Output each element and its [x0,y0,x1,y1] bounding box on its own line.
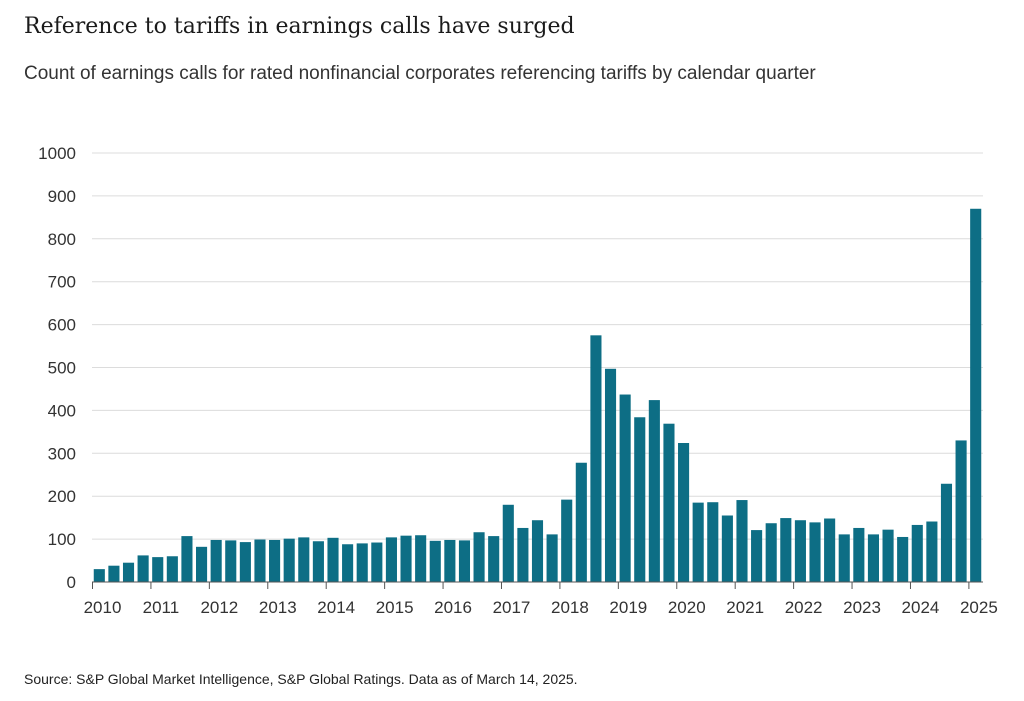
bar [897,536,909,582]
bar [225,540,237,582]
bar [838,534,850,582]
bar [108,565,120,582]
x-tick-label: 2024 [902,598,940,617]
y-tick-label: 400 [48,401,76,420]
y-axis-labels: 0 100 200 300 400 500 600 700 800 900 1000 [38,144,76,592]
x-axis [92,581,983,589]
y-tick-label: 200 [48,487,76,506]
y-tick-label: 500 [48,359,76,378]
bar [575,462,587,582]
bar [210,539,222,582]
bar [692,502,704,582]
x-tick-label: 2020 [668,598,706,617]
y-tick-label: 700 [48,273,76,292]
x-tick-label: 2010 [84,598,122,617]
bar [166,556,178,582]
bar [751,530,763,582]
bar [458,540,471,582]
bar [283,538,295,582]
bar [269,539,281,582]
bar [619,394,631,582]
bar [853,527,865,582]
bar [926,521,938,582]
bar [93,569,105,582]
x-tick-label: 2023 [843,598,881,617]
x-tick-label: 2015 [376,598,414,617]
bar [502,504,514,582]
bar [254,539,266,582]
bar [867,534,879,582]
x-tick-label: 2017 [493,598,531,617]
bar [298,537,310,582]
x-tick-label: 2016 [434,598,472,617]
y-tick-label: 300 [48,444,76,463]
bar [415,535,427,582]
y-tick-label: 100 [48,530,76,549]
x-tick-label: 2013 [259,598,297,617]
bar [678,443,690,582]
bar [546,534,558,582]
x-tick-label: 2012 [200,598,238,617]
bar [385,537,397,582]
y-tick-label: 800 [48,230,76,249]
y-tick-label: 900 [48,187,76,206]
bar [429,540,441,582]
y-tick-label: 1000 [38,144,76,163]
y-tick-label: 600 [48,316,76,335]
bar [707,502,719,582]
bar [239,542,251,582]
bar [663,423,675,582]
bar [780,518,792,582]
bar [809,522,821,582]
y-tick-label: 0 [67,573,76,592]
bar [181,536,193,582]
x-tick-label: 2014 [317,598,355,617]
bar [590,335,602,582]
bar [634,417,646,582]
chart-title: Reference to tariffs in earnings calls h… [24,14,575,39]
x-tick-label: 2022 [785,598,823,617]
bar [444,539,456,582]
bar [488,536,500,582]
x-tick-label: 2019 [609,598,647,617]
bar [122,562,135,582]
bar [561,499,573,582]
bar [312,541,324,582]
x-tick-label: 2021 [726,598,764,617]
bar [955,440,967,582]
x-tick-label: 2011 [143,598,180,617]
bar [342,544,354,582]
bar [765,523,777,582]
bar [152,557,164,582]
bar [531,520,544,582]
bar [604,368,617,582]
bar [648,400,660,582]
x-axis-labels: 2010 2011 2012 2013 2014 2015 2016 2017 2018 2019… [84,598,998,617]
bar [882,529,894,582]
bar [721,515,733,582]
bar [137,555,149,582]
bar [794,520,806,582]
chart-subtitle: Count of earnings calls for rated nonfin… [24,63,816,84]
x-tick-label: 2018 [551,598,589,617]
bar [911,524,923,582]
bar [940,483,953,582]
bar [736,500,748,582]
bar [327,537,339,582]
bar [970,208,982,582]
source-note: Source: S&P Global Market Intelligence, … [24,671,578,687]
bars [93,208,982,582]
bar [196,546,208,582]
bar [400,535,412,582]
bar [356,543,368,582]
bar [371,542,383,582]
bar [473,532,485,582]
bar [824,518,836,582]
gridlines [92,152,983,540]
x-tick-label: 2025 [960,598,998,617]
bar [517,527,529,582]
